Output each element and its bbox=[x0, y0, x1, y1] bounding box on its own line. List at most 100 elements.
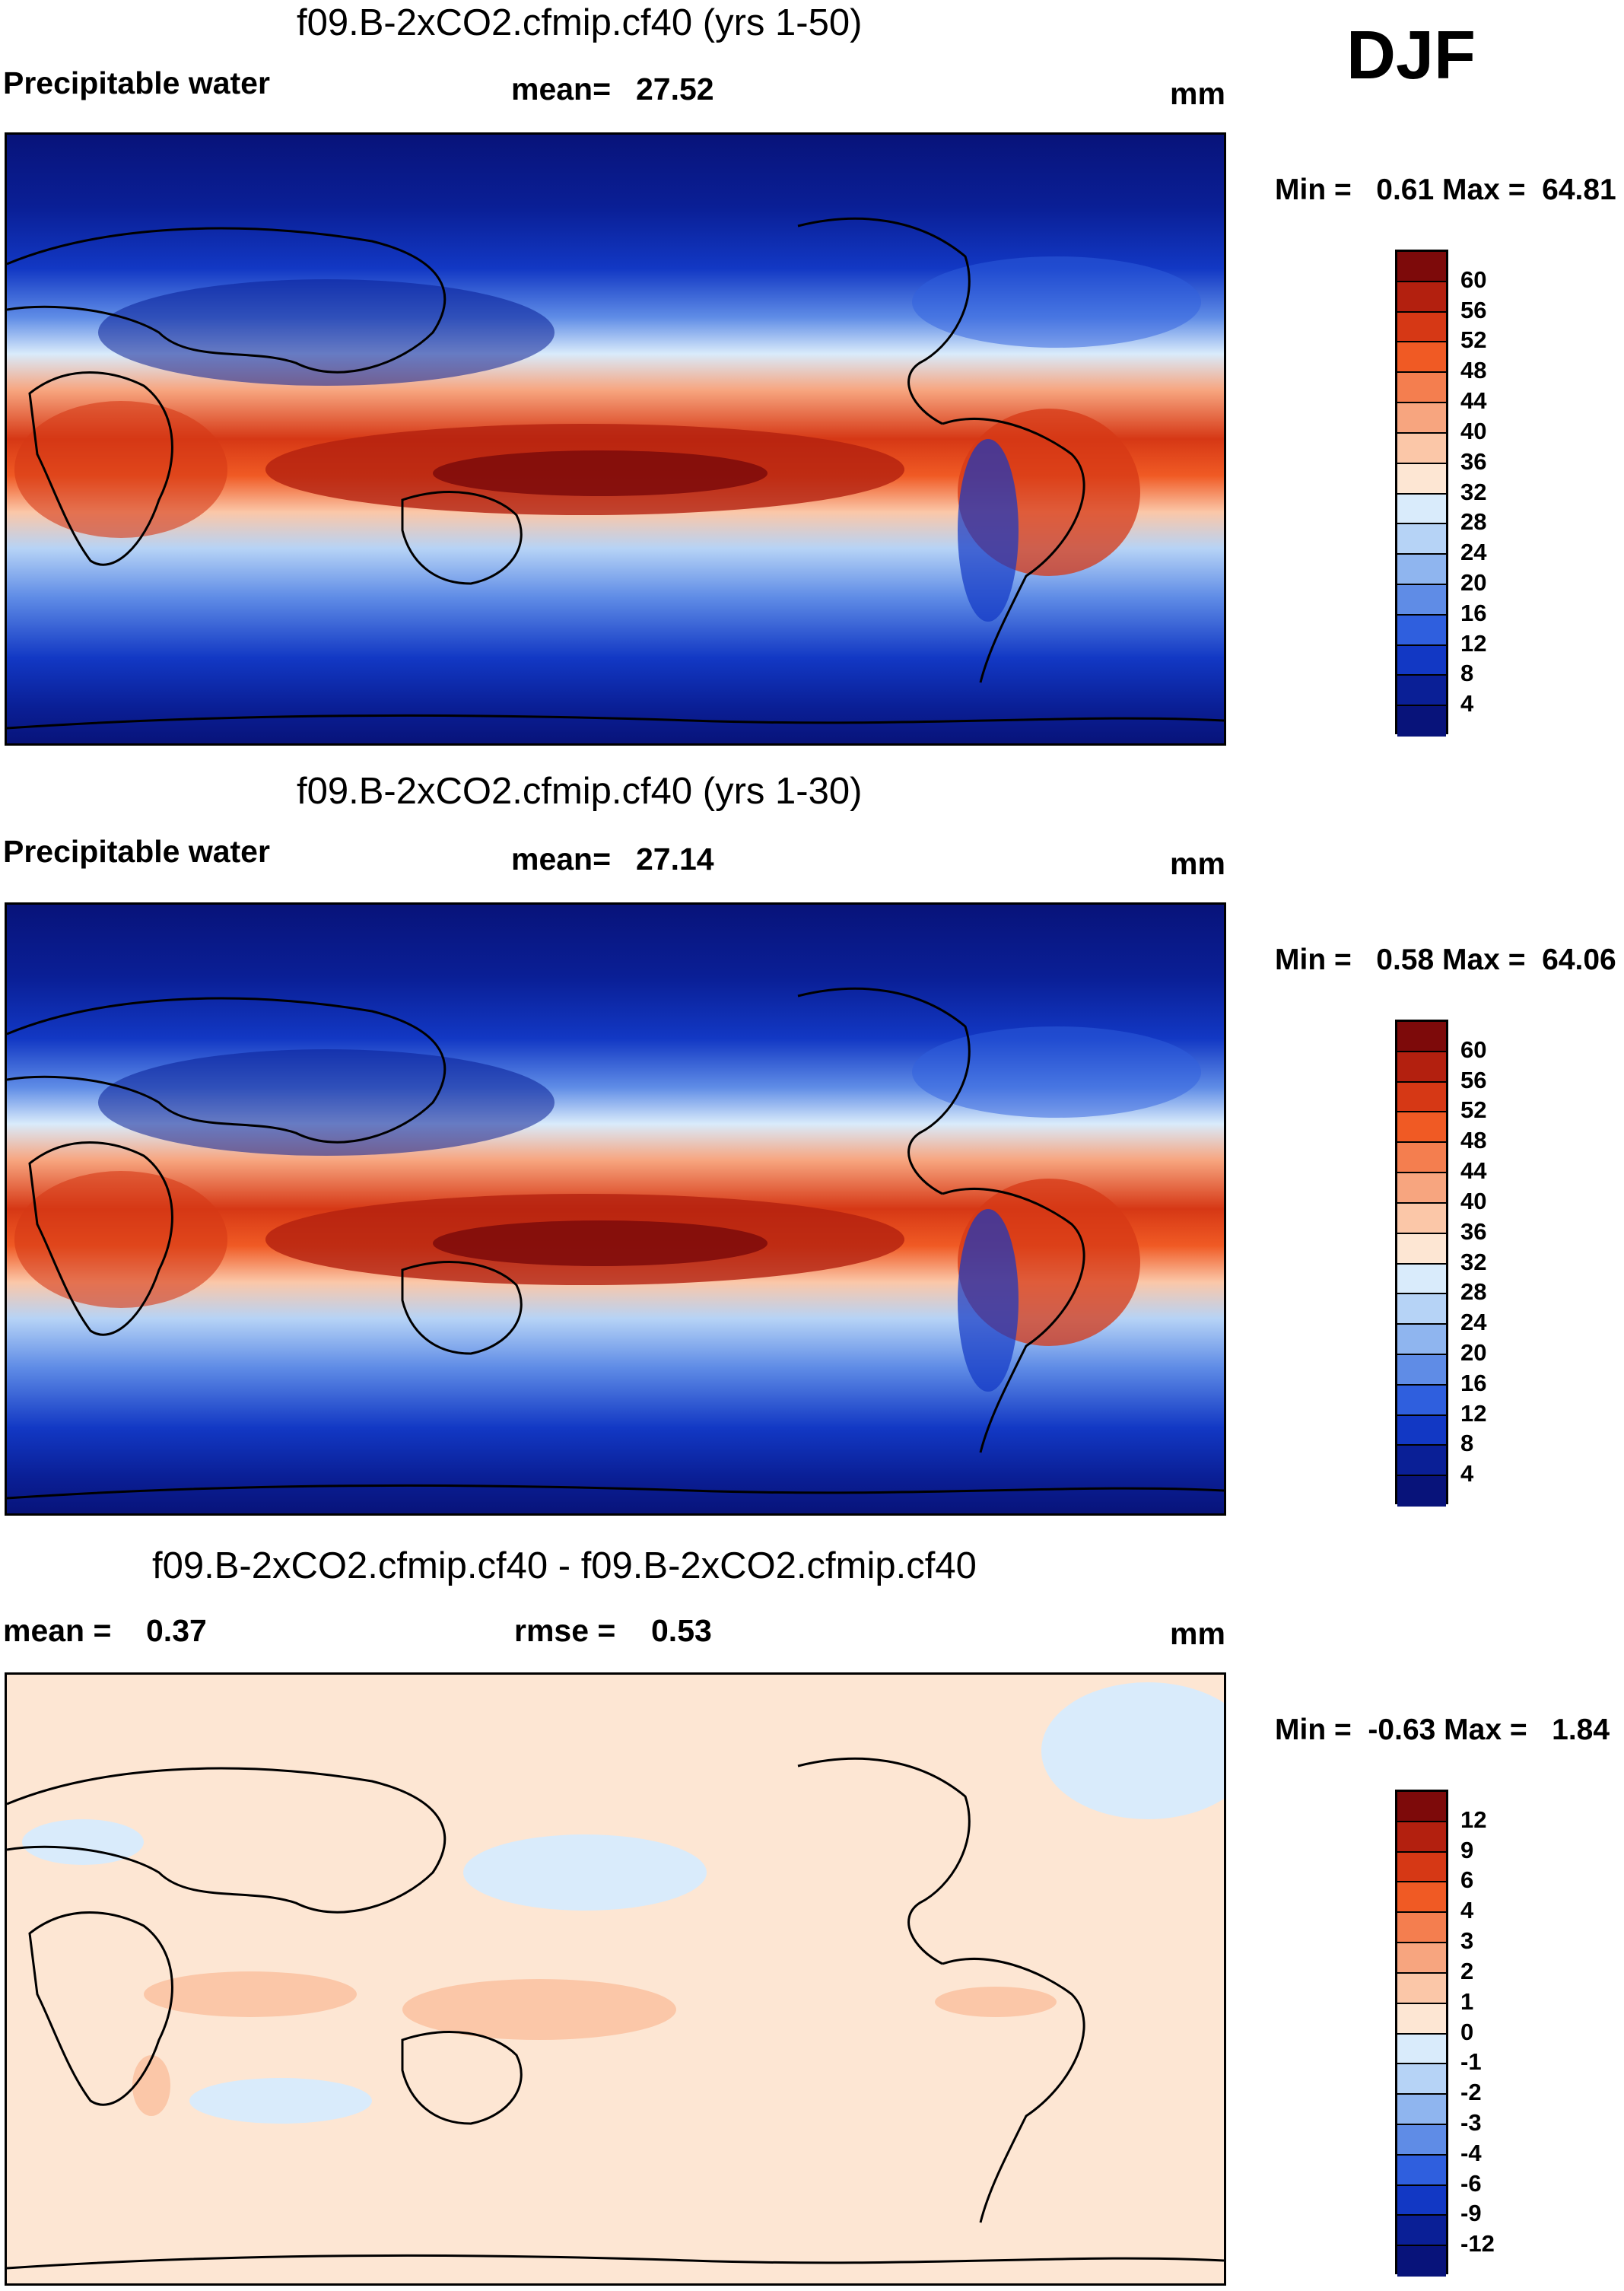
panel2-colorbar-tick-label: 32 bbox=[1460, 1248, 1487, 1275]
panel3-coastlines bbox=[7, 1757, 1224, 2270]
panel1-colorbar-swatch-13 bbox=[1397, 645, 1446, 676]
panel3-anom-neg-sindian bbox=[189, 2078, 372, 2124]
panel1-colorbar-swatch-14 bbox=[1397, 676, 1446, 707]
panel2-colorbar-swatch-1 bbox=[1397, 1052, 1446, 1083]
panel1-colorbar-tick-label: 8 bbox=[1460, 660, 1474, 687]
panel1-map-svg bbox=[7, 135, 1224, 743]
panel3-anom-pos-madagascar bbox=[132, 2055, 170, 2116]
panel1-colorbar-tick-label: 40 bbox=[1460, 417, 1487, 444]
panel1-colorbar-swatch-5 bbox=[1397, 403, 1446, 434]
panel1-colorbar-tick-label: 4 bbox=[1460, 690, 1474, 718]
panel1-colorbar-tick-label: 32 bbox=[1460, 478, 1487, 505]
panel2-colorbar-tick-label: 52 bbox=[1460, 1096, 1487, 1124]
panel1-map bbox=[5, 132, 1226, 746]
panel3-colorbar bbox=[1395, 1790, 1448, 2277]
panel3-colorbar-swatch-11 bbox=[1397, 2124, 1446, 2156]
panel1-colorbar-tick-label: 12 bbox=[1460, 629, 1487, 657]
panel2-colorbar-tick-label: 44 bbox=[1460, 1157, 1487, 1185]
panel1-variable-label: Precipitable water bbox=[3, 65, 270, 100]
panel2-colorbar-swatch-3 bbox=[1397, 1112, 1446, 1144]
panel1-africa-moist bbox=[14, 401, 227, 538]
panel3-colorbar-swatch-6 bbox=[1397, 1973, 1446, 2004]
panel2-colorbar-tick-label: 12 bbox=[1460, 1399, 1487, 1427]
panel3-colorbar-swatch-10 bbox=[1397, 2095, 1446, 2125]
panel1-colorbar-tick-label: 20 bbox=[1460, 568, 1487, 596]
panel2-colorbar-swatch-5 bbox=[1397, 1173, 1446, 1204]
panel2-colorbar-tick-label: 24 bbox=[1460, 1309, 1487, 1336]
panel3-colorbar-tick-label: -6 bbox=[1460, 2169, 1482, 2197]
panel1-colorbar-swatch-1 bbox=[1397, 282, 1446, 313]
panel1-colorbar-swatch-2 bbox=[1397, 312, 1446, 343]
panel3-anom-pos-indian bbox=[144, 1971, 357, 2017]
panel2-colorbar-swatch-6 bbox=[1397, 1203, 1446, 1234]
panel3-colorbar-swatch-12 bbox=[1397, 2155, 1446, 2186]
panel1-colorbar-swatch-3 bbox=[1397, 342, 1446, 374]
panel2-colorbar-tick-label: 4 bbox=[1460, 1460, 1474, 1488]
panel3-colorbar-tick-label: -4 bbox=[1460, 2139, 1482, 2166]
panel3-anom-pos-pacific bbox=[402, 1979, 676, 2040]
panel2-coastlines bbox=[7, 987, 1224, 1500]
panel2-colorbar-tick-label: 36 bbox=[1460, 1217, 1487, 1245]
panel3-mean-value: 0.37 bbox=[146, 1613, 207, 1648]
panel2-colorbar-swatch-9 bbox=[1397, 1294, 1446, 1325]
panel3-colorbar-tick-label: -12 bbox=[1460, 2230, 1495, 2258]
panel3-colorbar-tick-label: 4 bbox=[1460, 1897, 1474, 1924]
panel1-colorbar-tick-label: 44 bbox=[1460, 387, 1487, 415]
panel3-rmse-label: rmse = bbox=[514, 1613, 616, 1648]
panel1-colorbar-swatch-4 bbox=[1397, 373, 1446, 404]
panel3-colorbar-swatch-5 bbox=[1397, 1943, 1446, 1974]
panel3-colorbar-tick-label: 9 bbox=[1460, 1836, 1474, 1863]
panel2-mean-label: mean= bbox=[511, 842, 612, 877]
panel1-mean-label: mean= bbox=[511, 72, 612, 107]
panel2-colorbar-tick-label: 8 bbox=[1460, 1430, 1474, 1457]
panel2-colorbar-tick-label: 60 bbox=[1460, 1036, 1487, 1063]
panel1-colorbar-swatch-0 bbox=[1397, 252, 1446, 282]
panel2-colorbar-swatch-2 bbox=[1397, 1082, 1446, 1113]
panel1-asia-dry bbox=[98, 279, 555, 386]
panel3-colorbar-swatch-4 bbox=[1397, 1913, 1446, 1944]
panel3-map-svg bbox=[7, 1675, 1224, 2283]
panel3-colorbar-tick-label: -1 bbox=[1460, 2048, 1482, 2076]
panel1-colorbar-tick-label: 36 bbox=[1460, 447, 1487, 475]
panel2-colorbar bbox=[1395, 1020, 1448, 1507]
panel3-units: mm bbox=[1170, 1616, 1225, 1651]
panel3-colorbar-tick-label: -9 bbox=[1460, 2200, 1482, 2227]
panel3-colorbar-swatch-13 bbox=[1397, 2185, 1446, 2216]
panel1-colorbar-tick-label: 48 bbox=[1460, 357, 1487, 384]
panel1-colorbar-tick-label: 24 bbox=[1460, 539, 1487, 566]
panel3-map bbox=[5, 1672, 1226, 2286]
panel2-map bbox=[5, 902, 1226, 1516]
panel1-colorbar-swatch-7 bbox=[1397, 463, 1446, 495]
panel3-colorbar-swatch-15 bbox=[1397, 2246, 1446, 2277]
panel3-colorbar-swatch-1 bbox=[1397, 1822, 1446, 1853]
panel1-colorbar-tick-label: 52 bbox=[1460, 326, 1487, 354]
panel1-colorbar-tick-label: 28 bbox=[1460, 508, 1487, 536]
panel1-colorbar-swatch-10 bbox=[1397, 555, 1446, 585]
panel3-anom-neg-eurasia bbox=[22, 1819, 144, 1865]
panel2-colorbar-swatch-12 bbox=[1397, 1385, 1446, 1416]
panel2-africa-moist bbox=[14, 1171, 227, 1308]
panel3-colorbar-tick-label: -2 bbox=[1460, 2079, 1482, 2106]
panel2-warm-core bbox=[433, 1220, 768, 1266]
panel3-colorbar-tick-label: 0 bbox=[1460, 2018, 1474, 2045]
panel1-coastlines bbox=[7, 217, 1224, 730]
season-label: DJF bbox=[1346, 18, 1476, 94]
panel2-andes-dry bbox=[958, 1209, 1019, 1392]
panel2-colorbar-swatch-8 bbox=[1397, 1264, 1446, 1295]
panel2-colorbar-swatch-14 bbox=[1397, 1446, 1446, 1477]
panel3-colorbar-swatch-0 bbox=[1397, 1792, 1446, 1822]
panel2-colorbar-tick-label: 48 bbox=[1460, 1127, 1487, 1154]
panel2-units: mm bbox=[1170, 846, 1225, 881]
panel2-asia-dry bbox=[98, 1049, 555, 1156]
panel2-colorbar-swatch-11 bbox=[1397, 1354, 1446, 1386]
panel2-colorbar-swatch-15 bbox=[1397, 1476, 1446, 1507]
panel1-colorbar-swatch-9 bbox=[1397, 524, 1446, 555]
panel2-map-svg bbox=[7, 905, 1224, 1513]
panel1-colorbar-swatch-6 bbox=[1397, 433, 1446, 464]
panel2-mean-value: 27.14 bbox=[636, 842, 714, 877]
panel2-minmax: Min = 0.58 Max = 64.06 bbox=[1275, 943, 1616, 976]
panel1-mean-value: 27.52 bbox=[636, 72, 714, 107]
panel3-anom-neg-npacific bbox=[463, 1834, 707, 1911]
panel3-colorbar-tick-label: 2 bbox=[1460, 1957, 1474, 1984]
panel2-colorbar-swatch-13 bbox=[1397, 1415, 1446, 1446]
